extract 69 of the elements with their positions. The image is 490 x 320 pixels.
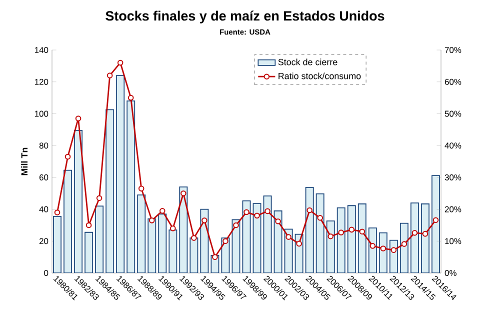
- point: [202, 218, 208, 224]
- point: [233, 222, 239, 228]
- point: [128, 94, 134, 101]
- point: [75, 116, 82, 122]
- point: [64, 154, 71, 160]
- y2-tick-label: 40%: [444, 142, 462, 149]
- point: [264, 208, 270, 214]
- y2-tick-label: 20%: [444, 206, 462, 212]
- y-tick-label: 120: [34, 78, 48, 85]
- y-tick-label: 40: [39, 206, 48, 212]
- bar: [316, 193, 324, 273]
- point: [306, 207, 312, 214]
- point: [412, 230, 418, 236]
- point: [317, 214, 323, 221]
- y-tick-label: 100: [34, 110, 48, 117]
- bar: [336, 207, 346, 273]
- point: [170, 226, 176, 232]
- point: [180, 190, 186, 196]
- point: [432, 217, 439, 224]
- point: [148, 218, 155, 224]
- point: [86, 222, 92, 228]
- y-tick-label: 0: [44, 270, 48, 276]
- point: [54, 210, 60, 216]
- y2-tick-label: 60%: [444, 78, 462, 85]
- point: [286, 234, 292, 240]
- legend-label: Stock de cierre: [278, 58, 338, 66]
- y2-tick-label: 10%: [445, 238, 462, 244]
- y2-tick-label: 0%: [444, 270, 456, 276]
- y-tick-label: 140: [34, 47, 48, 53]
- point: [390, 247, 397, 253]
- bar: [358, 203, 366, 273]
- point: [380, 246, 386, 252]
- bar: [432, 175, 440, 273]
- point: [296, 240, 302, 247]
- y-axis-title: Mill Tn: [21, 148, 28, 176]
- y-tick-label: 20: [39, 238, 48, 244]
- y-tick-label: 60: [40, 174, 48, 180]
- y-tick-label: 80: [39, 142, 48, 149]
- bar: [252, 203, 262, 273]
- point: [106, 72, 113, 78]
- point: [160, 208, 166, 214]
- point: [338, 230, 344, 236]
- point: [401, 241, 408, 247]
- bar: [242, 200, 251, 273]
- point: [328, 233, 334, 240]
- point: [222, 238, 228, 244]
- bar: [305, 187, 314, 273]
- bar: [263, 195, 272, 273]
- bar: [420, 203, 430, 273]
- point: [254, 212, 260, 219]
- point: [212, 254, 218, 260]
- point: [348, 226, 355, 233]
- point: [117, 60, 124, 66]
- bar: [410, 202, 419, 273]
- legend-label: Ratio stock/consumo: [278, 72, 361, 80]
- bar: [347, 205, 356, 273]
- point: [244, 209, 250, 216]
- point: [191, 235, 197, 241]
- y2-tick-label: 70%: [444, 47, 462, 53]
- bar: [274, 210, 282, 273]
- point: [422, 230, 428, 237]
- y2-tick-label: 30%: [444, 174, 462, 180]
- chart-title: Stocks finales y de maíz en Estados Unidos: [106, 10, 384, 24]
- y2-tick-label: 50%: [444, 110, 462, 117]
- point: [138, 186, 144, 192]
- point: [370, 243, 376, 249]
- point: [275, 218, 281, 224]
- point: [96, 195, 102, 202]
- point: [359, 228, 366, 234]
